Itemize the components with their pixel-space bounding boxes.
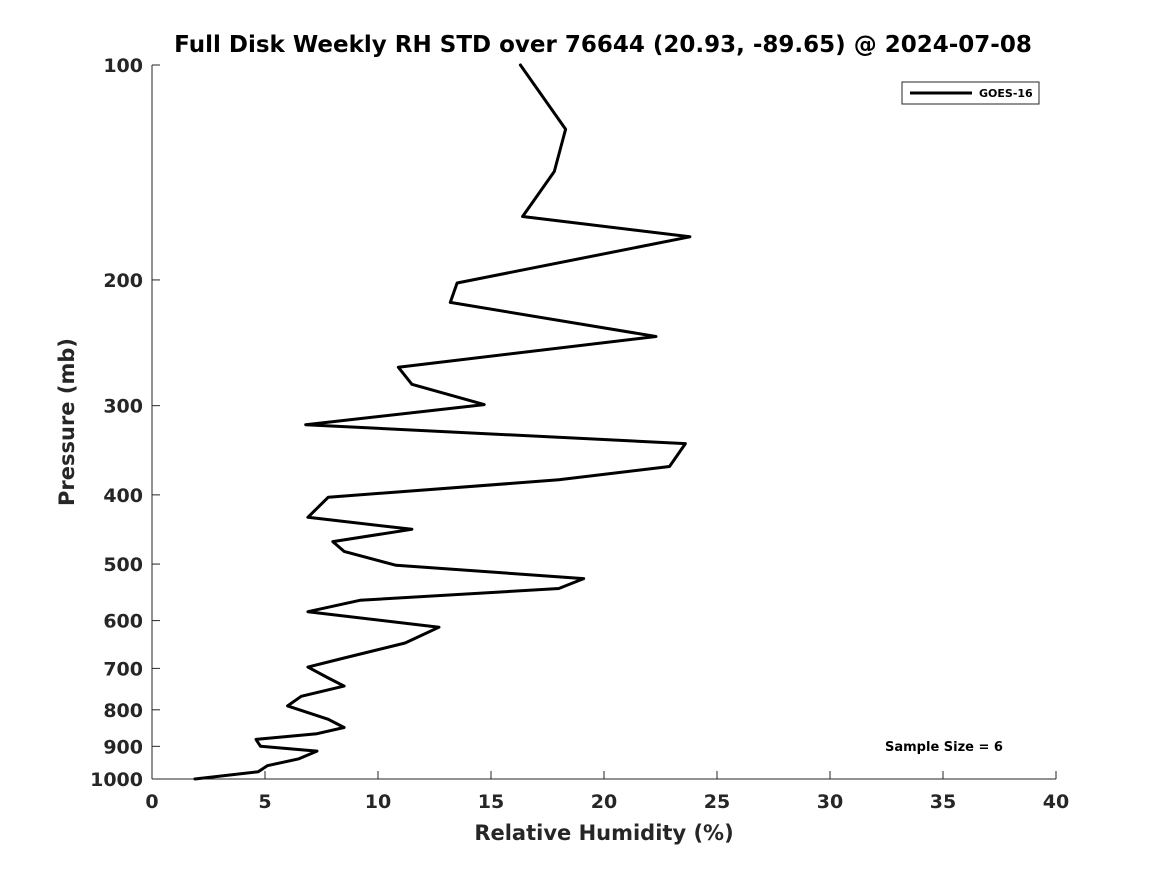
x-tick-label: 40 <box>1043 791 1069 813</box>
y-tick-label: 900 <box>103 736 143 758</box>
y-tick-label: 300 <box>103 396 143 418</box>
x-axis-label: Relative Humidity (%) <box>474 821 733 845</box>
x-tick-label: 25 <box>704 791 730 813</box>
y-tick-label: 200 <box>103 270 143 292</box>
chart-title: Full Disk Weekly RH STD over 76644 (20.9… <box>174 32 1032 58</box>
legend: GOES-16 <box>901 81 1040 105</box>
x-tick-label: 0 <box>145 791 158 813</box>
y-tick-label: 800 <box>103 700 143 722</box>
y-tick-label: 400 <box>103 485 143 507</box>
x-tick-label: 5 <box>258 791 271 813</box>
y-tick-label: 500 <box>103 554 143 576</box>
axes <box>151 65 1056 780</box>
y-tick-label: 700 <box>103 658 143 680</box>
series-layer <box>193 63 692 781</box>
y-tick-label: 1000 <box>90 769 143 791</box>
sample-size-annotation: Sample Size = 6 <box>885 740 1003 755</box>
x-tick-label: 10 <box>365 791 391 813</box>
y-ticks: 100 200 300 400 500 600 700 800 900 1000 <box>90 55 160 791</box>
x-tick-label: 20 <box>591 791 617 813</box>
x-tick-label: 30 <box>817 791 843 813</box>
x-ticks: 0 5 10 15 20 25 30 35 40 <box>145 771 1069 813</box>
y-axis-label: Pressure (mb) <box>55 338 79 506</box>
x-tick-label: 35 <box>930 791 956 813</box>
x-tick-label: 15 <box>478 791 504 813</box>
series-line-goes-16 <box>193 63 692 781</box>
y-tick-label: 600 <box>103 611 143 633</box>
legend-label-goes-16: GOES-16 <box>979 87 1033 100</box>
y-tick-label: 100 <box>103 55 143 77</box>
